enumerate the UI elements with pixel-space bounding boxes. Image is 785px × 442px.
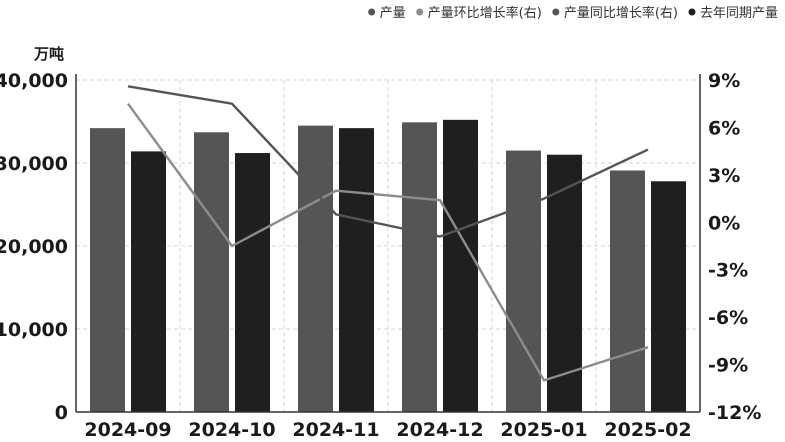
tick-labels: 0 10,000 20,000 30,000 40,000 -12% -9% -6% -3% 0%… [0,70,761,441]
legend-label: 产量环比增长率(右) [428,5,542,21]
y-tick-label: 0 [55,402,68,424]
legend-marker [552,8,560,16]
y2-tick-label: -3% [708,260,748,282]
bar [298,125,333,413]
y-tick-label: 30,000 [0,153,68,175]
x-tick-label: 2024-12 [396,419,483,441]
y2-tick-label: -9% [708,355,748,377]
y2-tick-label: 0% [708,212,740,234]
x-tick-label: 2024-11 [292,419,379,441]
legend-label: 去年同期产量 [700,6,778,21]
y2-tick-label: 9% [708,70,740,92]
y-axis-unit: 万吨 [33,45,64,63]
x-tick-label: 2025-01 [500,419,587,441]
legend: 产量 产量环比增长率(右) 产量同比增长率(右) 去年同期产量 [368,5,778,21]
bars [90,119,686,413]
x-tick-label: 2025-02 [604,419,691,441]
lines [127,85,649,382]
gridlines [76,79,700,412]
y2-tick-label: -12% [708,402,761,424]
y2-tick-label: 6% [708,117,740,139]
bar [339,128,374,412]
y-tick-label: 10,000 [0,319,68,341]
y2-tick-label: 3% [708,165,740,187]
legend-marker [368,8,376,16]
bar [90,128,125,412]
bar [402,122,437,412]
bar [443,119,478,412]
legend-marker [688,8,696,16]
series-line [127,85,649,238]
bar [506,150,541,413]
axes [75,74,701,413]
bar [131,151,166,412]
x-tick-label: 2024-09 [84,419,171,441]
legend-label: 产量 [380,6,406,21]
y-tick-label: 20,000 [0,236,68,258]
series-line [127,103,649,382]
bar [610,170,645,412]
legend-label: 产量同比增长率(右) [564,5,678,21]
y2-tick-label: -6% [708,307,748,329]
bar [651,181,686,412]
bar [194,132,229,413]
y-tick-label: 40,000 [0,70,68,92]
legend-marker [416,8,424,16]
bar [235,153,270,413]
x-tick-label: 2024-10 [188,419,275,441]
